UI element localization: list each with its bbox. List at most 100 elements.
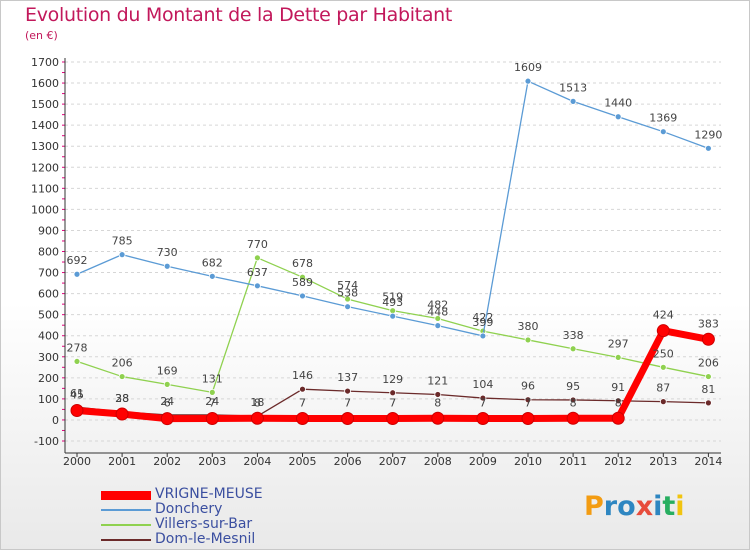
legend: VRIGNE-MEUSE Donchery Villers-sur-Bar Dom-l…	[101, 486, 341, 547]
x-tick-label: 2010	[514, 455, 542, 468]
legend-swatch	[101, 490, 151, 500]
data-label: 448	[427, 306, 448, 319]
x-tick-label: 2011	[559, 455, 587, 468]
data-label: 45	[70, 388, 84, 401]
y-tick-label: 400	[38, 330, 59, 343]
data-label: 1290	[694, 128, 722, 141]
legend-item: VRIGNE-MEUSE	[101, 486, 341, 502]
y-tick-label: 700	[38, 267, 59, 280]
data-label: 7	[389, 396, 396, 409]
data-point	[701, 332, 715, 346]
data-label: 250	[653, 347, 674, 360]
data-point	[705, 144, 712, 152]
x-tick-label: 2005	[289, 455, 317, 468]
y-tick-label: 1600	[31, 77, 59, 90]
data-point	[521, 411, 535, 425]
data-point	[73, 270, 81, 278]
data-label: 206	[112, 357, 133, 370]
y-tick-label: 1300	[31, 140, 59, 153]
data-label: 278	[67, 341, 88, 354]
data-label: 7	[525, 396, 532, 409]
data-point	[253, 282, 261, 290]
logo-letter: i	[653, 491, 663, 522]
data-point	[479, 394, 487, 402]
logo-letter: r	[603, 491, 618, 522]
data-label: 146	[292, 369, 313, 382]
legend-label: Donchery	[155, 501, 223, 517]
data-label: 1369	[649, 112, 677, 125]
data-label: 95	[566, 380, 580, 393]
legend-swatch	[101, 524, 151, 526]
data-label: 61	[70, 387, 84, 400]
data-label: 422	[472, 311, 493, 324]
data-label: 91	[611, 381, 625, 394]
x-tick-label: 2003	[198, 455, 226, 468]
data-label: 6	[164, 397, 171, 410]
data-label: 380	[518, 320, 539, 333]
logo-letter: x	[635, 491, 654, 522]
legend-swatch	[101, 539, 151, 541]
data-label: 1513	[559, 81, 587, 94]
logo-letter: P	[584, 491, 604, 522]
legend-label: Dom-le-Mesnil	[155, 531, 256, 547]
x-tick-label: 2006	[334, 455, 362, 468]
x-tick-label: 2013	[649, 455, 677, 468]
data-point	[569, 97, 577, 105]
logo-letter: t	[662, 491, 676, 522]
legend-label: VRIGNE-MEUSE	[155, 486, 263, 502]
x-tick-label: 2012	[604, 455, 632, 468]
data-point	[205, 411, 219, 425]
data-point	[659, 398, 667, 406]
y-tick-label: 800	[38, 246, 59, 259]
data-point	[566, 411, 580, 425]
data-label: 7	[479, 396, 486, 409]
data-point	[705, 399, 712, 407]
logo-letter: i	[675, 491, 685, 522]
y-tick-label: 900	[38, 224, 59, 237]
y-tick-label: 1100	[31, 182, 59, 195]
data-label: 81	[701, 383, 715, 396]
data-label: 678	[292, 257, 313, 270]
data-point	[659, 363, 667, 371]
data-point	[341, 411, 355, 425]
chart-title: Evolution du Montant de la Dette par Hab…	[25, 4, 453, 26]
data-label: 137	[337, 371, 358, 384]
data-point	[344, 387, 352, 395]
legend-item: Villers-sur-Bar	[101, 516, 341, 532]
y-tick-label: 1200	[31, 161, 59, 174]
data-point	[611, 411, 625, 425]
data-label: 637	[247, 266, 268, 279]
data-point	[389, 312, 397, 320]
data-point	[431, 411, 445, 425]
data-label: 399	[472, 316, 493, 329]
data-point	[163, 380, 171, 388]
data-label: 730	[157, 246, 178, 259]
data-point	[614, 113, 622, 121]
data-label: 482	[427, 298, 448, 311]
data-point	[434, 391, 442, 398]
data-label: 8	[615, 396, 622, 409]
data-point	[386, 411, 400, 425]
legend-swatch	[101, 509, 151, 511]
data-point	[476, 411, 490, 425]
data-label: 18	[250, 396, 264, 409]
data-point	[569, 396, 577, 404]
series-lines	[70, 77, 715, 426]
data-point	[250, 411, 264, 425]
y-tick-label: 1000	[31, 203, 59, 216]
y-tick-label: 100	[38, 393, 59, 406]
data-point	[344, 295, 352, 303]
data-point	[73, 358, 81, 365]
data-label: 785	[112, 235, 133, 248]
data-label: 87	[656, 382, 670, 395]
proxiti-logo: Proxiti	[584, 491, 685, 522]
data-label: 538	[337, 287, 358, 300]
x-tick-label: 2008	[424, 455, 452, 468]
data-point	[70, 403, 84, 417]
data-label: 770	[247, 238, 268, 251]
data-point	[160, 412, 174, 426]
data-label: 24	[205, 395, 219, 408]
